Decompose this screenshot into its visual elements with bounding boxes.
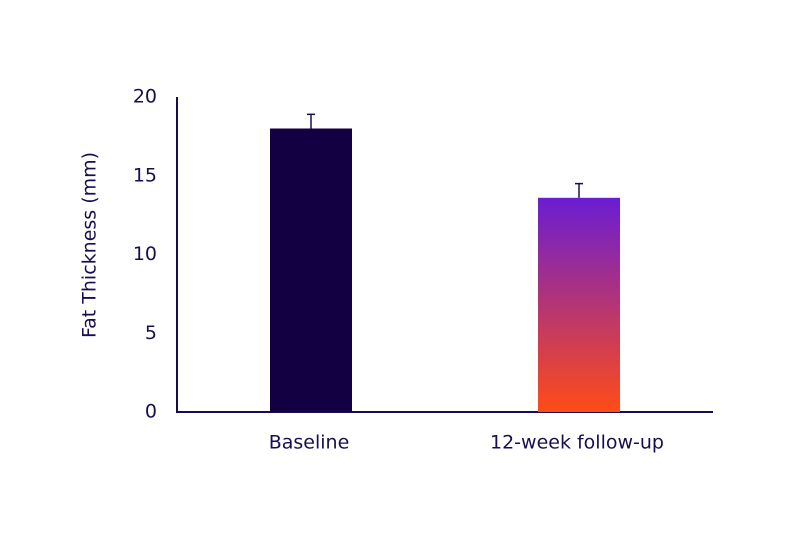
bar	[538, 197, 620, 412]
x-tick-label: 12-week follow-up	[490, 432, 664, 454]
x-tick-label: Baseline	[269, 432, 350, 454]
y-tick-label: 0	[145, 401, 157, 423]
y-tick-label: 10	[133, 243, 157, 265]
y-tick-label: 15	[133, 164, 157, 186]
y-tick-label: 20	[133, 86, 157, 108]
y-axis-label: Fat Thickness (mm)	[79, 152, 101, 338]
bar	[270, 128, 352, 412]
y-tick-label: 5	[145, 322, 157, 344]
